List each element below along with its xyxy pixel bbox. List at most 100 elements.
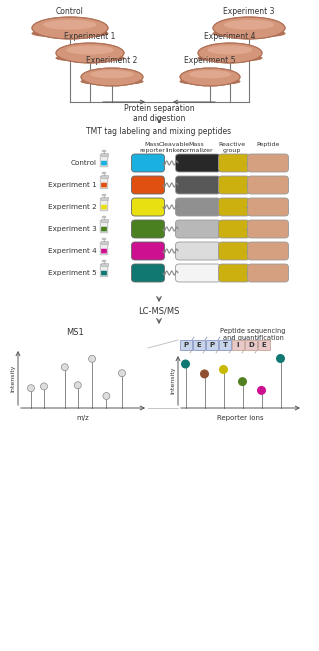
Ellipse shape [180,78,240,85]
Ellipse shape [102,194,106,196]
Bar [100,263,108,266]
Text: Experiment 3: Experiment 3 [223,7,275,16]
Bar [193,340,205,350]
FancyBboxPatch shape [219,242,249,260]
Text: Mass
reporter: Mass reporter [139,142,165,153]
Text: Protein separation
and digestion: Protein separation and digestion [124,104,194,124]
Ellipse shape [90,70,134,78]
Ellipse shape [81,78,143,85]
FancyBboxPatch shape [175,242,220,260]
FancyBboxPatch shape [219,176,249,194]
Ellipse shape [66,46,114,55]
Bar [100,197,108,199]
Ellipse shape [56,43,124,63]
Circle shape [257,386,266,395]
Text: Experiment 2: Experiment 2 [86,56,138,65]
Text: Experiment 1: Experiment 1 [48,182,97,188]
Bar [100,219,108,221]
FancyBboxPatch shape [219,198,249,216]
Text: Experiment 2: Experiment 2 [48,204,97,210]
Circle shape [27,385,34,392]
Circle shape [181,359,190,368]
FancyBboxPatch shape [175,198,220,216]
Text: E: E [197,342,201,348]
Bar [180,340,192,350]
FancyBboxPatch shape [101,249,107,253]
Ellipse shape [213,17,285,39]
Text: Peptide sequencing
and quantification
MS2: Peptide sequencing and quantification MS… [220,328,286,348]
Circle shape [103,393,110,400]
FancyBboxPatch shape [219,154,249,172]
FancyBboxPatch shape [131,176,165,194]
FancyBboxPatch shape [248,220,288,238]
FancyBboxPatch shape [131,220,165,238]
Ellipse shape [180,68,240,86]
FancyBboxPatch shape [101,205,107,210]
Text: Intensity: Intensity [170,367,175,395]
Ellipse shape [198,55,262,61]
FancyBboxPatch shape [175,220,220,238]
Text: Experiment 1: Experiment 1 [64,32,116,41]
FancyBboxPatch shape [101,227,107,231]
Text: P: P [183,342,189,348]
FancyBboxPatch shape [175,264,220,282]
Text: Experiment 4: Experiment 4 [48,248,97,254]
Text: Experiment 5: Experiment 5 [184,56,236,65]
Ellipse shape [56,55,124,61]
Circle shape [74,381,81,389]
FancyBboxPatch shape [248,154,288,172]
FancyBboxPatch shape [248,198,288,216]
Ellipse shape [208,46,252,55]
Text: E: E [262,342,266,348]
Ellipse shape [81,68,143,86]
Ellipse shape [102,172,106,174]
FancyBboxPatch shape [131,242,165,260]
FancyBboxPatch shape [100,242,108,255]
FancyBboxPatch shape [101,161,107,165]
Text: Intensity: Intensity [10,365,15,392]
Bar [206,340,218,350]
Text: Peptide: Peptide [256,142,280,147]
FancyBboxPatch shape [219,264,249,282]
Text: Experiment 4: Experiment 4 [204,32,256,41]
FancyBboxPatch shape [248,242,288,260]
FancyBboxPatch shape [175,154,220,172]
FancyBboxPatch shape [101,271,107,275]
Ellipse shape [32,17,108,39]
Bar [232,340,244,350]
FancyBboxPatch shape [100,176,108,189]
Text: LC-MS/MS: LC-MS/MS [138,306,180,315]
FancyBboxPatch shape [131,264,165,282]
FancyBboxPatch shape [131,198,165,216]
FancyBboxPatch shape [219,220,249,238]
FancyBboxPatch shape [248,264,288,282]
Text: MS1: MS1 [66,328,84,337]
Ellipse shape [102,216,106,218]
Text: Control: Control [71,160,97,166]
FancyBboxPatch shape [131,154,165,172]
Circle shape [200,369,209,378]
Text: Control: Control [56,7,84,16]
Text: Reporter ions: Reporter ions [217,415,264,421]
Circle shape [219,365,228,374]
FancyBboxPatch shape [175,176,220,194]
Circle shape [61,364,68,370]
Ellipse shape [102,260,106,262]
Ellipse shape [32,30,108,37]
Ellipse shape [43,20,97,30]
Ellipse shape [102,238,106,240]
Ellipse shape [224,20,274,30]
Ellipse shape [189,70,231,78]
Text: I: I [237,342,239,348]
FancyBboxPatch shape [101,183,107,187]
Ellipse shape [198,43,262,63]
Text: D: D [248,342,254,348]
Text: Reactive
group: Reactive group [219,142,246,153]
Text: TMT tag labeling and mixing peptides: TMT tag labeling and mixing peptides [86,127,232,136]
FancyBboxPatch shape [100,154,108,167]
Text: Cleavable
linker: Cleavable linker [159,142,189,153]
Circle shape [276,354,285,363]
FancyBboxPatch shape [100,198,108,211]
Text: Experiment 5: Experiment 5 [48,270,97,276]
FancyBboxPatch shape [100,220,108,233]
